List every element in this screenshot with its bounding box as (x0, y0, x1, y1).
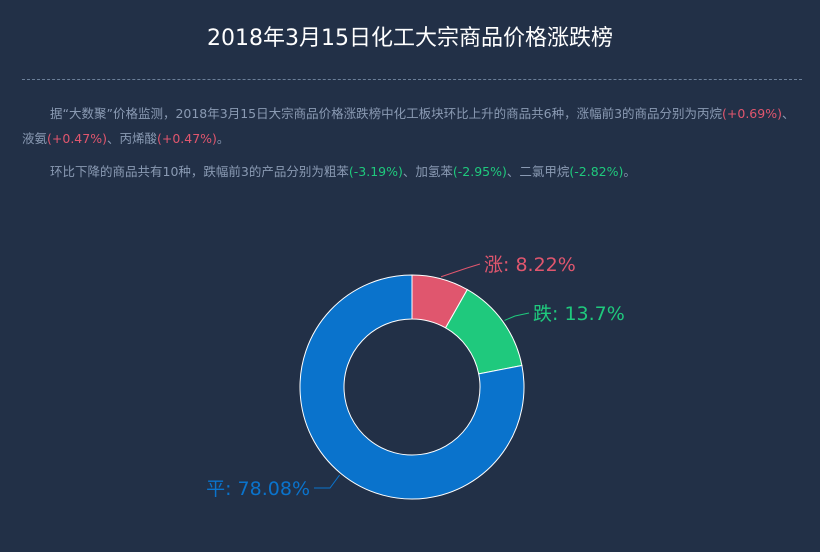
rise-value-1: (+0.69%) (722, 106, 782, 121)
leader-line-跌 (504, 312, 530, 321)
page-title: 2018年3月15日化工大宗商品价格涨跌榜 (207, 26, 613, 51)
divider (22, 79, 802, 80)
leader-line-涨 (440, 263, 481, 278)
rise-value-2: (+0.47%) (47, 131, 107, 146)
summary-text: 、丙烯酸 (106, 131, 157, 146)
summary-text: 环比下降的商品共有10种，跌幅前3的产品分别为粗苯 (50, 164, 349, 179)
summary-text: 据“大数聚”价格监测，2018年3月15日大宗商品价格涨跌榜中化工板块环比上升的… (50, 106, 723, 121)
slice-平[interactable] (299, 274, 525, 500)
summary-text: 。 (216, 131, 230, 146)
fall-value-2: (-2.95%) (452, 164, 507, 179)
slice-label-涨: 涨: 8.22% (484, 254, 576, 276)
summary-text: 。 (623, 164, 636, 179)
summary-paragraph-rise: 据“大数聚”价格监测，2018年3月15日大宗商品价格涨跌榜中化工板块环比上升的… (22, 101, 802, 151)
summary-text: 、液氨 (22, 106, 795, 146)
summary-text: 、二氯甲烷 (506, 164, 570, 179)
fall-value-1: (-3.19%) (348, 164, 403, 179)
slice-label-平: 平: 78.08% (206, 478, 310, 500)
slice-label-跌: 跌: 13.7% (533, 303, 625, 325)
fall-value-3: (-2.82%) (569, 164, 624, 179)
leader-line-平 (314, 474, 340, 489)
summary-text: 、加氢苯 (402, 164, 453, 179)
rise-value-3: (+0.47%) (156, 131, 217, 146)
summary-paragraph-fall: 环比下降的商品共有10种，跌幅前3的产品分别为粗苯(-3.19%)、加氢苯(-2… (22, 159, 802, 184)
